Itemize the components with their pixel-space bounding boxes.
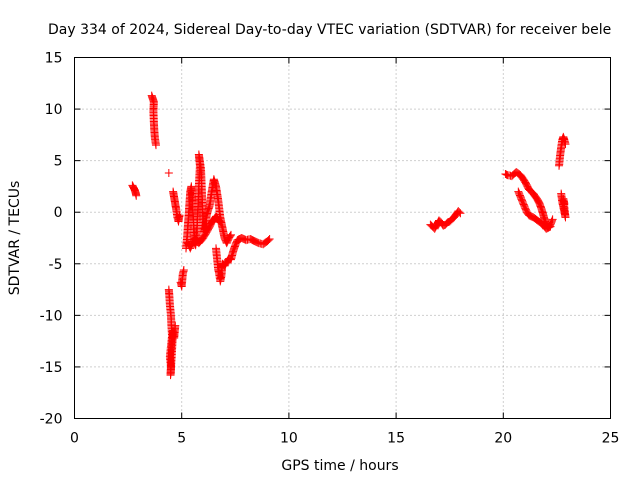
- data-point: [233, 236, 242, 245]
- data-point: [226, 231, 235, 240]
- x-tick-label: 10: [280, 431, 298, 447]
- data-point: [527, 212, 536, 221]
- data-point: [264, 236, 273, 245]
- y-tick-label: -10: [40, 308, 63, 324]
- data-point: [132, 191, 141, 200]
- y-tick-label: 5: [54, 154, 63, 170]
- y-tick-label: 0: [54, 205, 63, 221]
- data-points: [128, 91, 570, 380]
- data-point: [225, 232, 234, 241]
- data-point: [546, 222, 555, 231]
- data-point: [250, 237, 259, 246]
- data-point: [238, 234, 247, 243]
- data-point: [526, 211, 535, 220]
- data-point: [542, 224, 551, 233]
- data-point: [237, 234, 246, 242]
- data-point: [456, 209, 465, 218]
- tick-layer: 0 5 10 15 20 25 15 10 5 0 -5 -10 -15 -20: [40, 51, 620, 447]
- plot-frame: [74, 57, 611, 419]
- data-point: [519, 175, 528, 184]
- data-point: [263, 237, 272, 246]
- data-point: [164, 169, 173, 178]
- data-point: [534, 197, 543, 206]
- data-point: [252, 238, 261, 247]
- data-point: [246, 235, 255, 244]
- data-point: [439, 221, 448, 230]
- y-tick-label: 15: [45, 51, 63, 67]
- data-point: [545, 223, 554, 232]
- y-tick-label: -20: [40, 412, 63, 428]
- data-point: [455, 208, 464, 217]
- data-point: [249, 236, 258, 245]
- y-tick-label: -5: [49, 257, 63, 273]
- data-point: [560, 199, 569, 208]
- data-point: [543, 224, 552, 233]
- x-tick-label: 25: [602, 431, 620, 447]
- data-point: [443, 218, 452, 227]
- data-point: [175, 211, 184, 220]
- data-point: [251, 237, 260, 246]
- data-point: [171, 321, 180, 330]
- data-point: [151, 141, 160, 150]
- data-point: [248, 236, 257, 245]
- grid-layer: [74, 57, 611, 419]
- data-point: [528, 212, 537, 221]
- data-point: [214, 216, 223, 225]
- data-point: [548, 216, 557, 225]
- data-point: [454, 207, 463, 216]
- data-point: [544, 223, 553, 232]
- data-point: [525, 211, 534, 220]
- data-point: [247, 235, 256, 244]
- x-tick-label: 15: [387, 431, 405, 447]
- y-tick-label: -15: [40, 360, 63, 376]
- data-point: [442, 219, 451, 228]
- data-point: [227, 230, 236, 239]
- data-point: [548, 215, 557, 224]
- x-tick-label: 0: [70, 431, 79, 447]
- y-axis-label: SDTVAR / TECUs: [7, 181, 23, 296]
- data-point: [179, 265, 188, 274]
- data-point: [215, 217, 224, 226]
- data-point: [561, 140, 570, 149]
- chart-title: Day 334 of 2024, Sidereal Day-to-day VTE…: [48, 22, 611, 38]
- data-point: [265, 235, 274, 244]
- x-tick-label: 5: [177, 431, 186, 447]
- data-point: [501, 170, 510, 179]
- x-axis-label: GPS time / hours: [281, 458, 398, 474]
- data-point: [216, 218, 225, 227]
- y-tick-label: 10: [45, 102, 63, 118]
- x-tick-label: 20: [494, 431, 512, 447]
